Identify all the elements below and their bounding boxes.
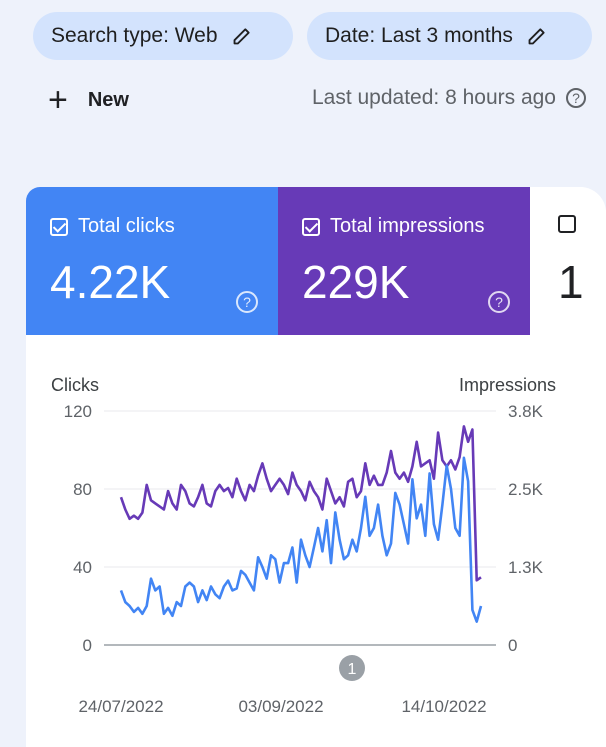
metric-header: Total clicks (50, 215, 175, 238)
metric-tile-partial[interactable]: 1 (530, 187, 606, 335)
last-updated-text: Last updated: 8 hours ago (311, 86, 556, 109)
metric-label: Total clicks (78, 215, 175, 237)
x-axis-tick-label: 24/07/2022 (78, 697, 163, 716)
help-icon[interactable]: ? (236, 291, 258, 313)
plus-icon: + (48, 81, 68, 119)
left-axis-tick-label: 80 (73, 480, 92, 499)
search-type-filter-label: Search type: Web (51, 24, 218, 47)
metric-header (558, 215, 586, 233)
x-axis-tick-label: 14/10/2022 (401, 697, 486, 716)
left-axis-title: Clicks (51, 375, 99, 395)
x-axis-tick-label: 03/09/2022 (238, 697, 323, 716)
metric-label: Total impressions (330, 215, 485, 237)
metric-tile-total-impressions[interactable]: Total impressions 229K ? (278, 187, 530, 335)
right-axis-tick-label: 1.3K (508, 558, 544, 577)
pencil-icon (233, 28, 250, 45)
right-axis-tick-label: 3.8K (508, 402, 544, 421)
left-axis-tick-label: 0 (83, 636, 92, 655)
metric-value: 4.22K (50, 256, 171, 308)
date-filter-label: Date: Last 3 months (325, 24, 513, 47)
search-type-filter-chip[interactable]: Search type: Web (33, 12, 293, 60)
annotation-marker[interactable]: 1 (339, 655, 365, 681)
checkbox-checked-icon[interactable] (50, 217, 68, 236)
performance-card: Total clicks 4.22K ? Total impressions 2… (26, 187, 606, 747)
metric-header: Total impressions (302, 215, 485, 238)
checkbox-unchecked-icon[interactable] (558, 215, 576, 233)
right-axis-title: Impressions (459, 375, 556, 395)
checkbox-checked-icon[interactable] (302, 217, 320, 236)
metric-tile-total-clicks[interactable]: Total clicks 4.22K ? (26, 187, 278, 335)
series-line-total-impressions (119, 425, 482, 582)
metric-value: 1 (558, 256, 584, 308)
right-axis-tick-label: 2.5K (508, 480, 544, 499)
left-axis-tick-label: 40 (73, 558, 92, 577)
pencil-icon (528, 28, 545, 45)
right-axis-tick-label: 0 (508, 636, 517, 655)
help-icon[interactable]: ? (488, 291, 510, 313)
new-filter-button[interactable]: + New (48, 82, 129, 118)
left-axis-tick-label: 120 (64, 402, 92, 421)
performance-chart: Clicks Impressions 0 0 40 1.3K 80 2.5K 120 3.8K… (51, 375, 556, 716)
date-filter-chip[interactable]: Date: Last 3 months (307, 12, 592, 60)
help-icon[interactable]: ? (566, 88, 586, 108)
new-button-label: New (87, 88, 129, 111)
metric-value: 229K (302, 256, 410, 308)
annotation-label: 1 (348, 661, 357, 678)
last-updated-status: Last updated: 8 hours ago ? (312, 86, 586, 110)
series-line-total-clicks (119, 456, 483, 623)
